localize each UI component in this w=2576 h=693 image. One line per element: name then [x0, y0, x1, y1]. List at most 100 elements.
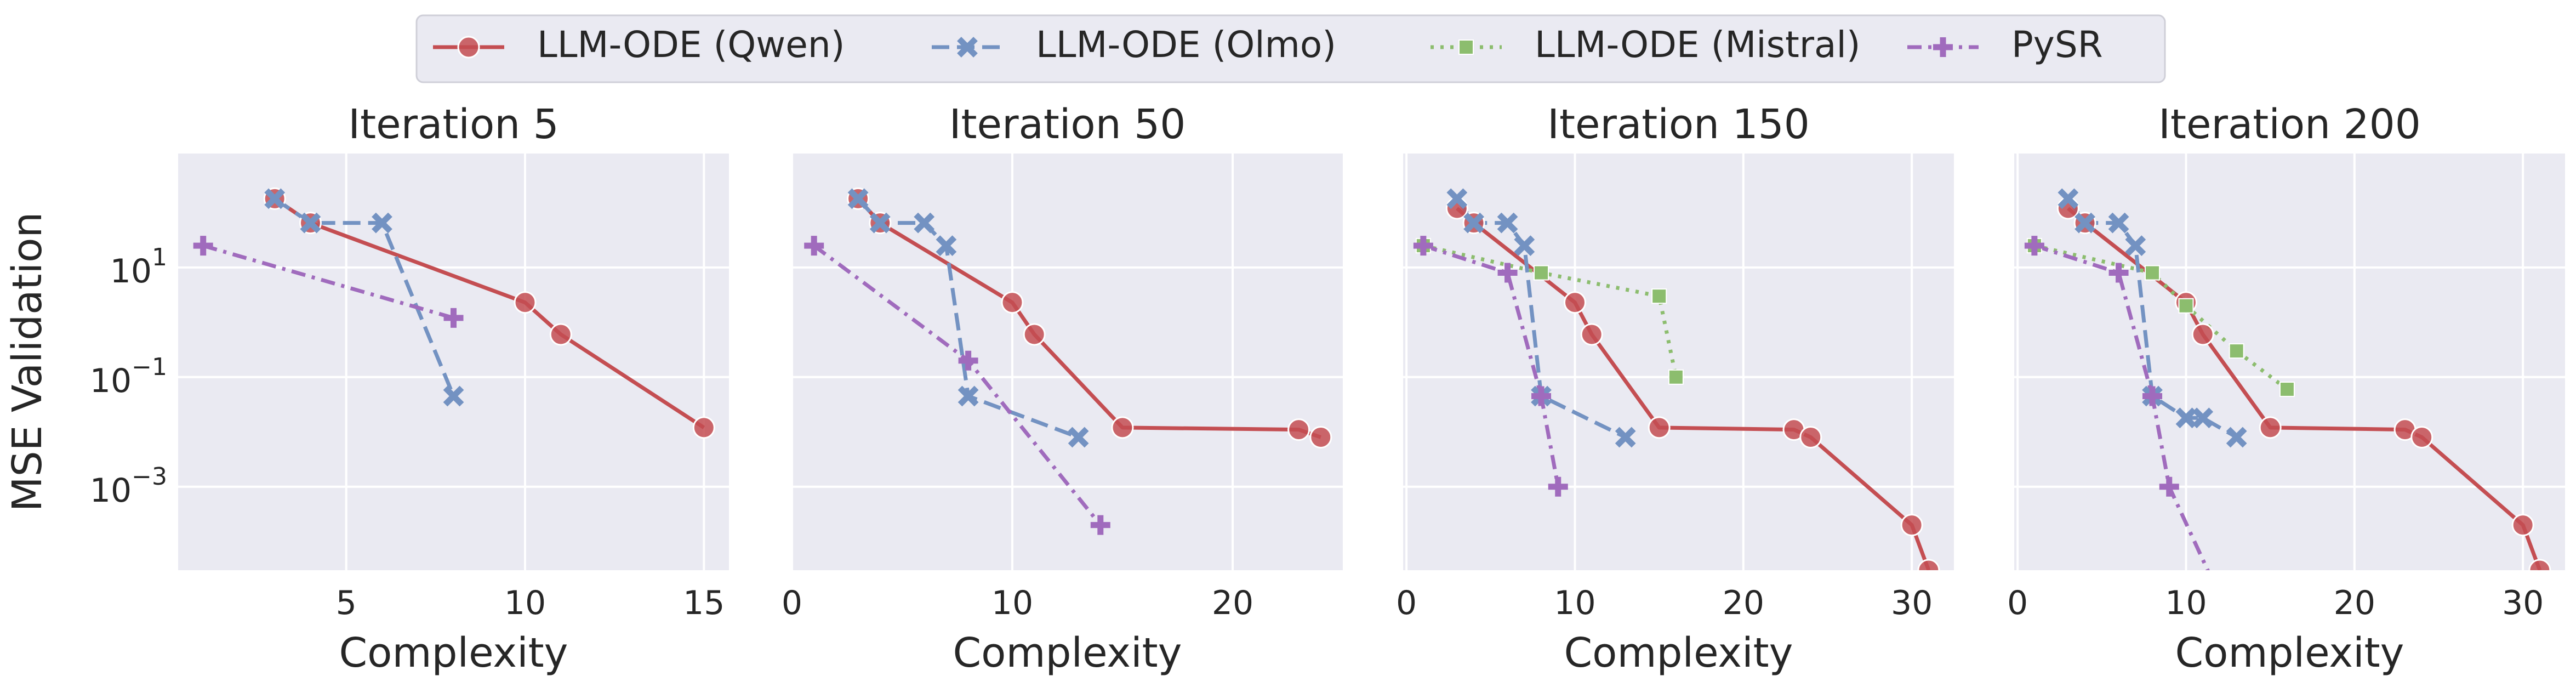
data-point-pysr [443, 308, 464, 328]
legend: LLM-ODE (Qwen) LLM-ODE (Olmo) LLM-ODE (Mis… [415, 14, 2166, 83]
data-point-qwen [1001, 291, 1024, 314]
data-point-mistral [2279, 381, 2295, 397]
x-tick-label: 5 [336, 584, 357, 622]
data-point-olmo [1068, 427, 1089, 448]
series-line-pysr [202, 243, 454, 320]
panel-title: Iteration 150 [1547, 101, 1810, 148]
x-axis-label: Complexity [953, 629, 1182, 677]
data-point-qwen [1799, 425, 1822, 448]
data-point-olmo [958, 385, 979, 407]
data-point-qwen [1309, 425, 1332, 448]
x-tick-label: 20 [1723, 584, 1764, 622]
panel-3: 0 10 20 30 Iteration 150 Complexity [1396, 101, 1954, 677]
legend-marker-pysr [1933, 37, 1953, 57]
plot-area [2014, 154, 2565, 570]
x-tick-label: 30 [2502, 584, 2544, 622]
data-point-olmo [443, 385, 464, 407]
data-point-qwen [1917, 559, 1940, 570]
x-tick-label: 20 [2334, 584, 2375, 622]
y-tick-label: 10−1 [90, 353, 167, 400]
data-point-qwen [692, 416, 715, 439]
x-tick-label: 30 [1891, 584, 1933, 622]
panels: 5 10 15 101 10−1 10−3 Iteration 5 Complexity MSE… [4, 101, 2565, 677]
x-tick-label: 0 [1396, 584, 1417, 622]
legend-frame [415, 14, 2166, 83]
x-tick-label: 10 [991, 584, 1033, 622]
data-point-qwen [1648, 416, 1671, 439]
panel-4: 0 10 20 30 Iteration 200 Complexity [2007, 101, 2565, 677]
data-point-qwen [2511, 514, 2534, 537]
data-point-mistral [1534, 265, 1549, 281]
data-point-olmo [869, 212, 891, 234]
data-point-olmo [1446, 188, 1468, 209]
panel-1: 5 10 15 101 10−1 10−3 Iteration 5 Complexity MSE… [4, 101, 729, 677]
data-point-olmo [1497, 212, 1518, 234]
data-point-olmo [936, 235, 957, 256]
legend-marker-olmo [957, 37, 978, 58]
panel-title: Iteration 50 [949, 101, 1186, 148]
data-point-mistral [2229, 343, 2244, 359]
data-point-pysr [2024, 236, 2044, 256]
data-point-olmo [1514, 235, 1535, 256]
plot-area [178, 154, 729, 570]
data-point-mistral [1651, 288, 1667, 304]
legend-entry-pysr: PySR [1907, 24, 2103, 66]
y-tick-label: 101 [110, 243, 167, 291]
x-tick-label: 10 [1554, 584, 1595, 622]
data-point-olmo [300, 212, 321, 234]
data-point-pysr [2210, 587, 2230, 606]
plot-area [1403, 154, 1954, 570]
data-point-qwen [2528, 559, 2551, 570]
data-point-olmo [2192, 407, 2214, 429]
x-axis-label: Complexity [2175, 629, 2404, 677]
data-point-pysr [2142, 386, 2163, 406]
series-line-olmo [1455, 197, 1627, 439]
data-point-olmo [847, 188, 869, 209]
series-group [2024, 188, 2551, 606]
data-point-mistral [2145, 265, 2161, 281]
data-point-qwen [549, 323, 572, 346]
panel-title: Iteration 200 [2158, 101, 2421, 148]
x-tick-label: 10 [504, 584, 546, 622]
data-point-pysr [2159, 476, 2179, 497]
data-point-pysr [193, 236, 213, 256]
series-line-pysr [1422, 243, 1560, 487]
x-tick-label: 15 [683, 584, 725, 622]
data-point-pysr [958, 350, 978, 371]
panel-2: 0 10 20 Iteration 50 Complexity [782, 101, 1343, 677]
series-group [1413, 188, 1940, 570]
data-point-pysr [1413, 236, 1433, 256]
y-axis-label: MSE Validation [4, 212, 51, 512]
data-point-qwen [1900, 514, 1923, 537]
data-point-qwen [2259, 416, 2282, 439]
y-tick-label: 10−3 [90, 463, 167, 510]
series-line-mistral [1423, 243, 1678, 378]
data-point-qwen [1111, 416, 1134, 439]
x-tick-label: 0 [2007, 584, 2028, 622]
data-point-olmo [1463, 212, 1484, 234]
x-tick-label: 10 [2165, 584, 2207, 622]
legend-marker-mistral [1458, 39, 1474, 55]
x-tick-label: 20 [1212, 584, 1253, 622]
x-tick-label: 0 [782, 584, 802, 622]
data-point-olmo [1615, 427, 1636, 448]
data-point-olmo [914, 212, 935, 234]
data-point-mistral [2178, 298, 2194, 314]
data-point-qwen [1287, 418, 1310, 441]
data-point-olmo [372, 212, 392, 234]
panel-title: Iteration 5 [348, 101, 559, 148]
x-axis-label: Complexity [339, 629, 568, 677]
legend-entry-qwen: LLM-ODE (Qwen) [433, 24, 845, 66]
legend-marker-qwen [457, 36, 480, 59]
data-point-qwen [1563, 291, 1586, 314]
data-point-qwen [2191, 323, 2214, 346]
data-point-qwen [1580, 323, 1603, 346]
data-point-pysr [1497, 263, 1518, 283]
series-group [804, 187, 1332, 535]
data-point-qwen [514, 291, 537, 314]
x-axis-label: Complexity [1564, 629, 1793, 677]
data-point-olmo [264, 188, 286, 209]
data-point-pysr [804, 236, 824, 256]
data-point-pysr [1548, 476, 1568, 497]
